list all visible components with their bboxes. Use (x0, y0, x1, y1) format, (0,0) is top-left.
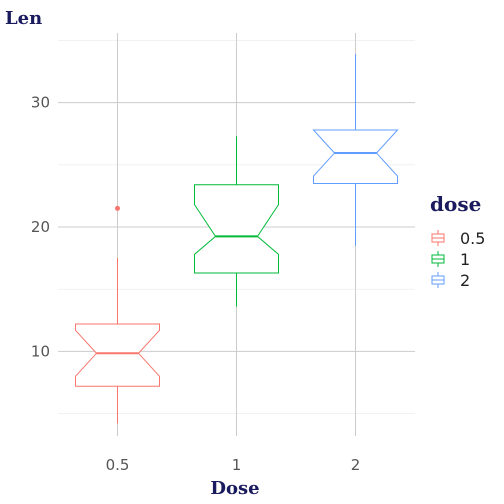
notched-box (312, 129, 399, 185)
y-tick-label: 10 (31, 342, 50, 360)
notched-box (194, 184, 279, 274)
y-tick-labels: 10 20 30 (31, 94, 50, 361)
legend-label: 1 (460, 250, 470, 269)
legend-label: 0.5 (460, 229, 485, 248)
box-1 (194, 136, 279, 307)
y-tick-label: 20 (31, 218, 50, 236)
x-tick-labels: 0.5 1 2 (106, 456, 361, 474)
y-axis-title: Len (5, 8, 42, 29)
x-tick-label: 2 (351, 456, 361, 474)
x-tick-label: 0.5 (106, 456, 130, 474)
legend-title: dose (430, 192, 481, 216)
legend: dose 0.5 1 2 (430, 192, 485, 290)
outlier-point (115, 205, 120, 211)
notched-box (75, 323, 160, 387)
legend-item-2: 2 (431, 271, 470, 290)
legend-item-1: 1 (431, 250, 470, 269)
legend-label: 2 (460, 271, 470, 290)
y-tick-label: 30 (31, 94, 50, 112)
x-axis-title: Dose (210, 478, 259, 499)
box-2 (312, 54, 399, 246)
x-tick-label: 1 (232, 456, 242, 474)
boxes (75, 54, 399, 424)
legend-item-0.5: 0.5 (431, 229, 485, 248)
box-0.5 (75, 205, 160, 424)
